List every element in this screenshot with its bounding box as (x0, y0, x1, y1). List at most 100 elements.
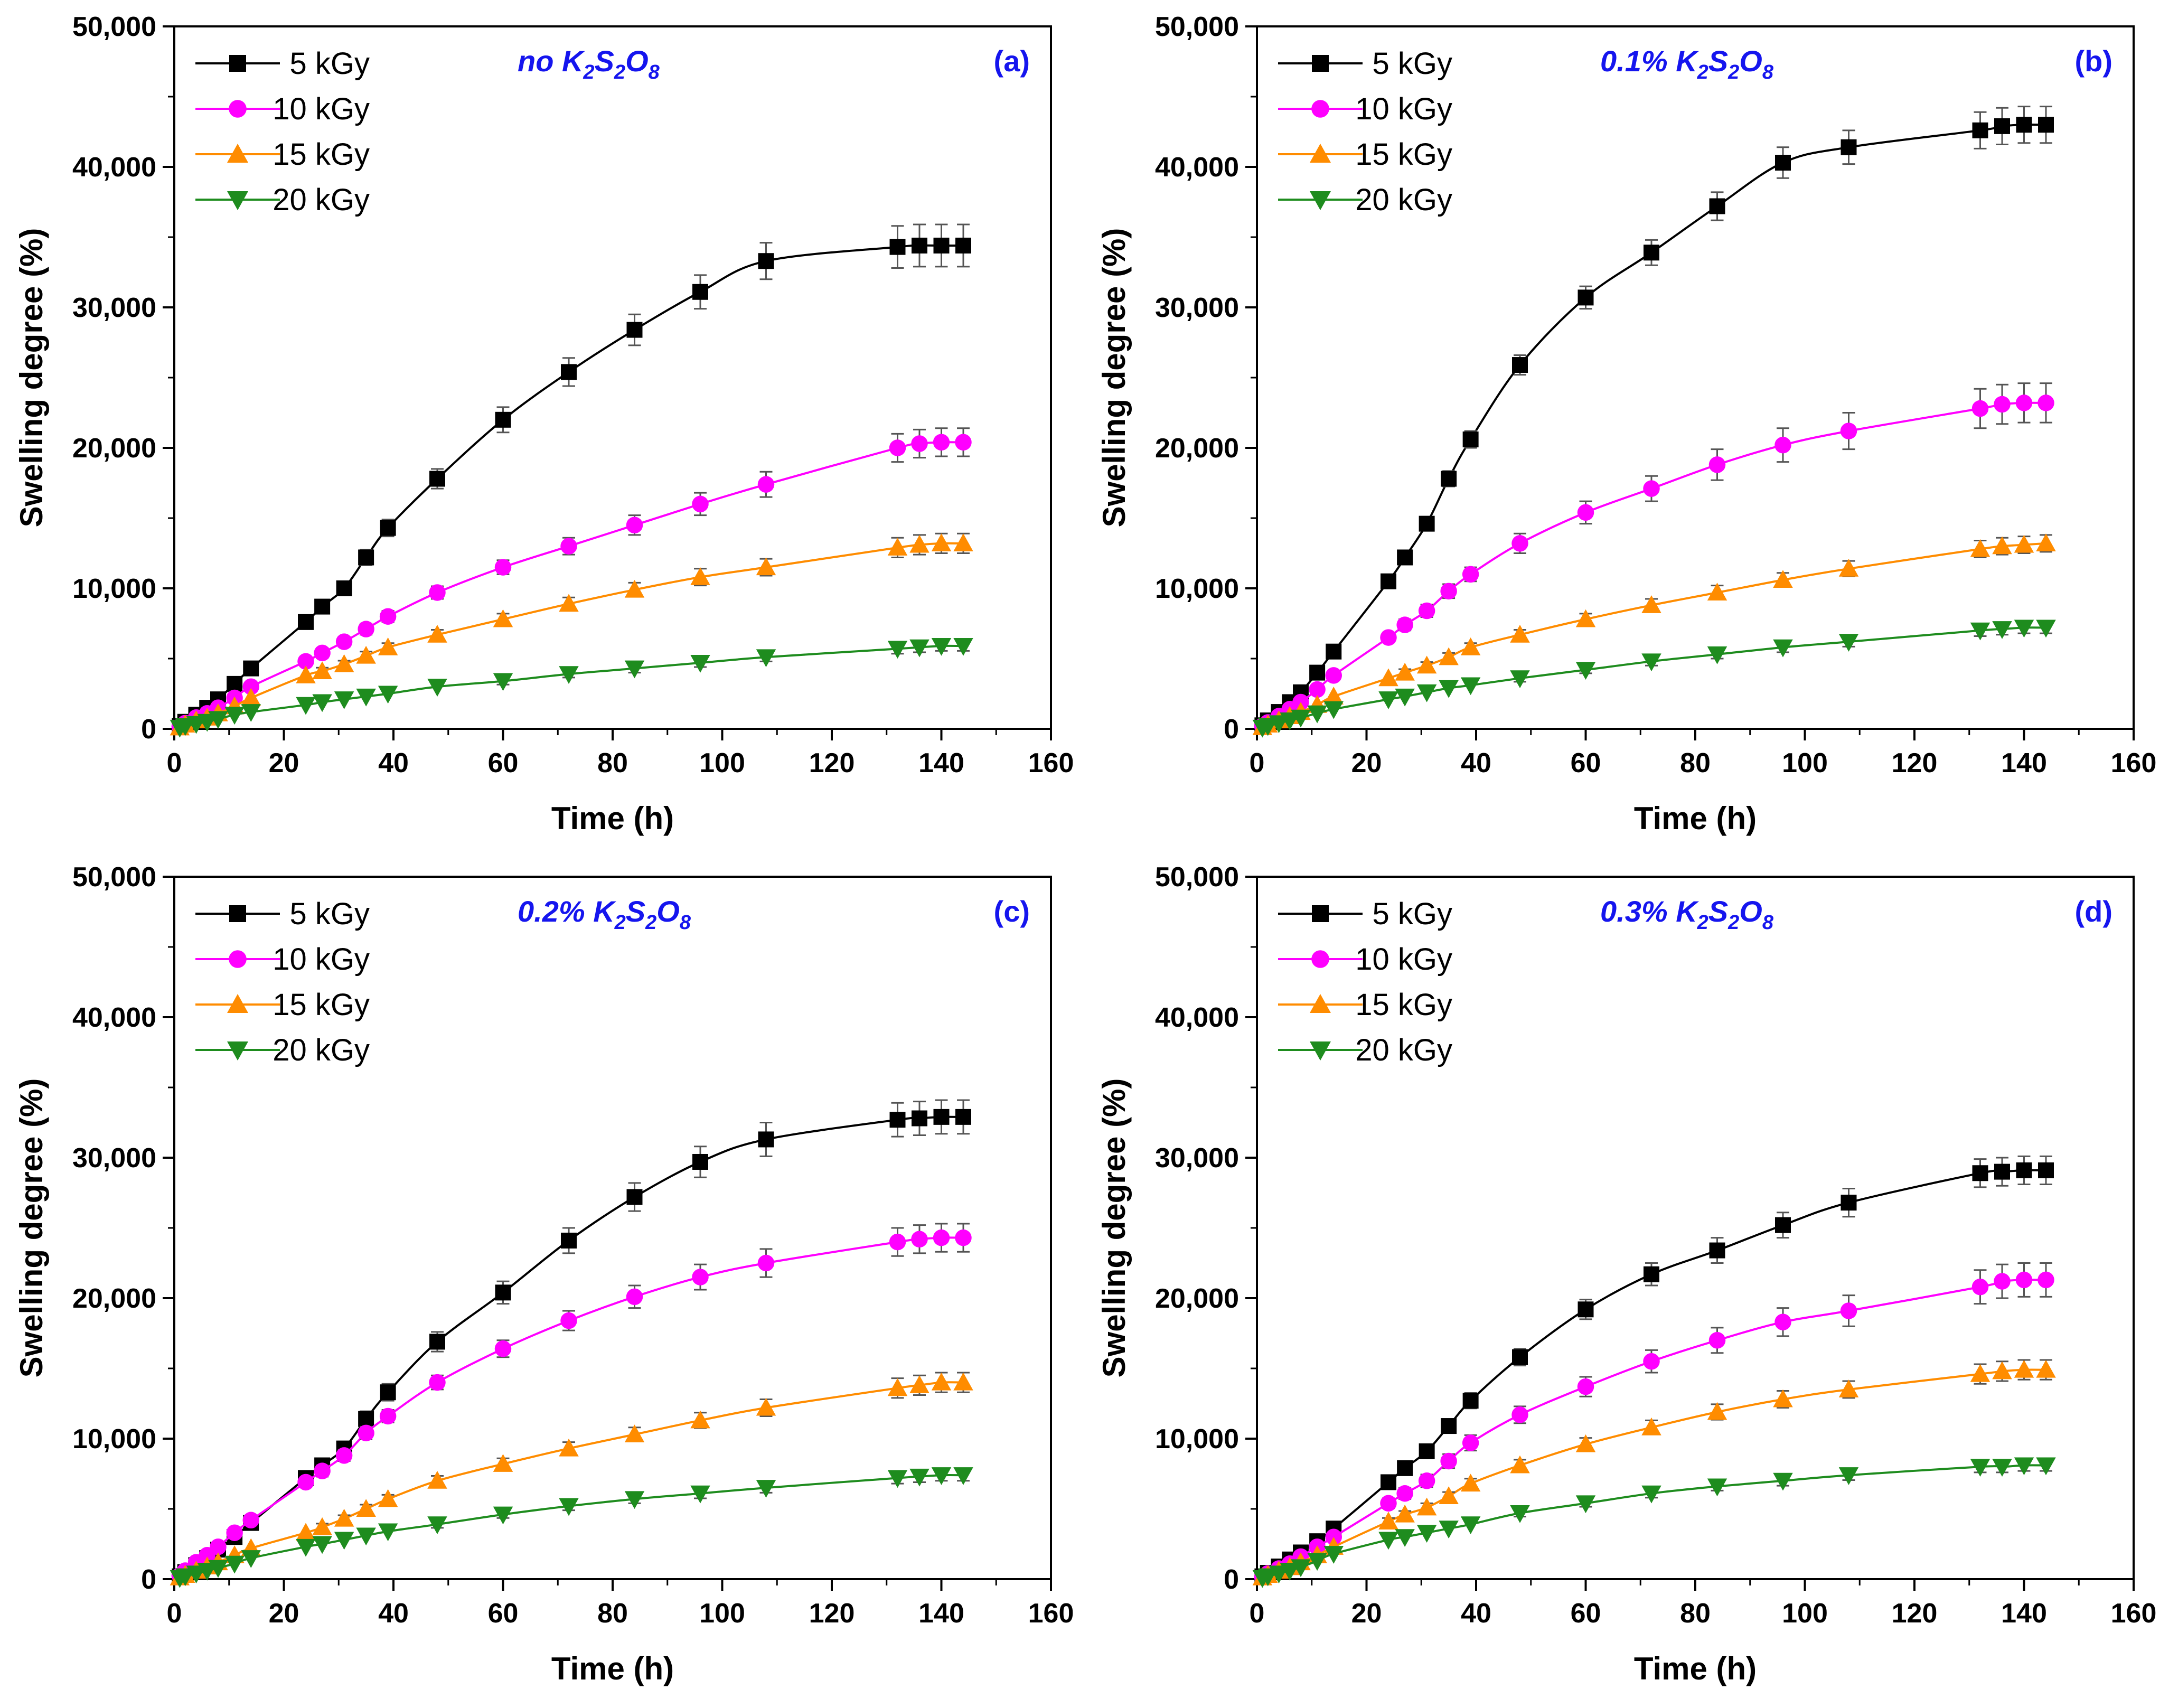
data-point (1511, 1406, 1528, 1423)
x-axis-label: Time (h) (1634, 801, 1757, 836)
x-tick-label: 20 (1351, 1598, 1382, 1629)
data-point (314, 598, 331, 615)
y-tick-label: 0 (1224, 714, 1239, 745)
y-axis-label: Swelling degree (%) (14, 1078, 49, 1378)
data-point (379, 1407, 397, 1425)
data-point (334, 1508, 354, 1527)
legend-label: 20 kGy (1355, 1033, 1452, 1067)
series-line (179, 1474, 964, 1579)
data-point (495, 1284, 511, 1301)
x-tick-label: 80 (1680, 1598, 1711, 1629)
data-point (757, 1254, 775, 1272)
data-point (1577, 504, 1594, 521)
y-tick-label: 30,000 (72, 293, 156, 323)
data-point (887, 538, 908, 556)
y-tick-label: 30,000 (72, 1143, 156, 1174)
data-point (296, 1523, 316, 1541)
data-point (1258, 1568, 1278, 1587)
data-point (1380, 629, 1397, 646)
data-point (208, 1560, 228, 1578)
series-10-kgy (171, 427, 972, 735)
series-20-kgy (1252, 1457, 2056, 1588)
data-point (378, 686, 398, 704)
data-point (561, 364, 577, 380)
data-point (626, 517, 643, 534)
legend-marker (1312, 905, 1329, 922)
panel-b: 0 20 40 60 80 100 120 140 160 0 10,000 20,000 30,000… (1083, 0, 2165, 850)
data-point (241, 1550, 261, 1568)
data-point (1441, 1418, 1457, 1434)
y-tick-label: 50,000 (72, 12, 156, 42)
data-point (1439, 1521, 1459, 1538)
data-point (1972, 122, 1988, 138)
y-tick-label: 40,000 (1155, 152, 1239, 183)
data-point (1280, 712, 1300, 730)
data-point (1512, 1349, 1528, 1365)
data-point (933, 1229, 950, 1246)
legend-marker (1310, 191, 1331, 210)
data-point (1395, 688, 1415, 707)
x-tick-label: 0 (1250, 1598, 1265, 1629)
data-point (1397, 1460, 1413, 1476)
data-point (1309, 681, 1326, 698)
data-point (175, 1568, 195, 1587)
data-point (909, 639, 929, 658)
condition-label: no K2S2O8 (518, 44, 660, 83)
data-point (186, 1565, 206, 1584)
data-point (2037, 1271, 2054, 1289)
y-axis-label: Swelling degree (%) (1096, 1078, 1132, 1378)
data-point (1460, 637, 1481, 655)
data-point (1397, 549, 1413, 566)
legend-label: 15 kGy (1355, 137, 1452, 172)
data-point (427, 679, 447, 697)
data-point (690, 567, 710, 585)
data-point (312, 694, 332, 712)
legend: 5 kGy 10 kGy 15 kGy 20 kGy (195, 897, 370, 1067)
data-point (933, 1109, 950, 1125)
data-point (955, 434, 972, 451)
condition-label: 0.2% K2S2O8 (518, 895, 691, 934)
y-tick-label: 10,000 (72, 574, 156, 604)
data-point (208, 711, 228, 729)
data-point (1512, 357, 1528, 373)
data-point (334, 654, 354, 672)
data-point (358, 621, 374, 637)
y-tick-label: 0 (1224, 1564, 1239, 1595)
data-point (296, 697, 316, 715)
data-point (559, 1498, 579, 1516)
data-point (1378, 691, 1398, 709)
legend-label: 10 kGy (1355, 942, 1452, 977)
x-tick-label: 0 (167, 748, 182, 778)
data-point (427, 1516, 447, 1535)
x-axis-label: Time (h) (551, 1651, 674, 1686)
y-axis-label: Swelling degree (%) (14, 228, 49, 528)
data-point (241, 704, 261, 722)
x-tick-label: 140 (2001, 748, 2047, 778)
condition-label: 0.1% K2S2O8 (1600, 44, 1774, 83)
y-tick-label: 0 (141, 714, 156, 745)
data-point (1325, 667, 1342, 684)
data-point (380, 1384, 396, 1401)
data-point (756, 557, 776, 576)
data-point (624, 579, 645, 598)
data-point (1269, 715, 1289, 734)
data-point (1578, 289, 1594, 306)
data-point (1378, 1532, 1398, 1550)
data-point (889, 1112, 906, 1128)
legend-marker (229, 905, 246, 922)
data-point (955, 237, 971, 254)
data-point (626, 1288, 643, 1306)
x-tick-label: 120 (809, 748, 855, 778)
data-point (624, 1424, 645, 1443)
data-point (1838, 1467, 1859, 1485)
data-point (758, 1131, 774, 1148)
y-tick-label: 30,000 (1155, 1143, 1239, 1174)
data-point (297, 1474, 314, 1491)
data-point (1840, 423, 1857, 439)
data-point (931, 1372, 952, 1391)
panel-label: (b) (2074, 44, 2112, 78)
data-point (1381, 573, 1396, 589)
legend-label: 10 kGy (1355, 92, 1452, 126)
data-point (314, 644, 331, 662)
data-point (1462, 566, 1479, 583)
